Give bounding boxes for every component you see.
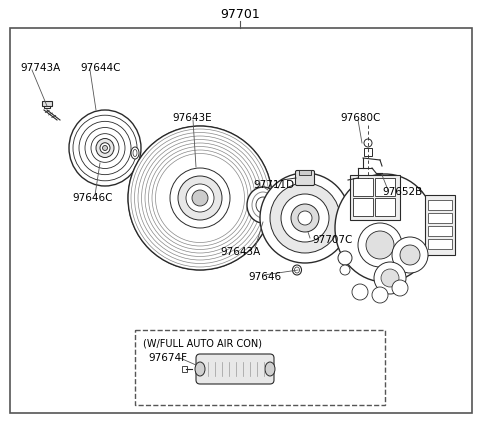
Circle shape bbox=[260, 173, 350, 263]
FancyBboxPatch shape bbox=[196, 354, 274, 384]
Ellipse shape bbox=[274, 191, 294, 213]
Text: 97674F: 97674F bbox=[148, 353, 187, 363]
Ellipse shape bbox=[278, 195, 290, 209]
Ellipse shape bbox=[100, 143, 110, 153]
Circle shape bbox=[366, 231, 394, 259]
Text: 97711D: 97711D bbox=[253, 180, 294, 190]
Circle shape bbox=[170, 168, 230, 228]
Ellipse shape bbox=[96, 139, 114, 157]
FancyBboxPatch shape bbox=[296, 170, 314, 186]
Ellipse shape bbox=[292, 265, 301, 275]
Circle shape bbox=[400, 245, 420, 265]
Bar bbox=[375, 178, 395, 196]
Bar bbox=[42, 101, 52, 106]
Text: 97646: 97646 bbox=[248, 272, 281, 282]
Text: 97644C: 97644C bbox=[80, 63, 120, 73]
Ellipse shape bbox=[256, 197, 270, 213]
Bar bbox=[425, 195, 455, 255]
Circle shape bbox=[178, 176, 222, 220]
Ellipse shape bbox=[265, 362, 275, 376]
Circle shape bbox=[352, 284, 368, 300]
Text: 97643A: 97643A bbox=[220, 247, 260, 257]
Text: 97743A: 97743A bbox=[20, 63, 60, 73]
Bar bbox=[182, 366, 187, 372]
Circle shape bbox=[372, 287, 388, 303]
Circle shape bbox=[270, 183, 340, 253]
Bar bbox=[44, 104, 50, 108]
Bar bbox=[299, 170, 311, 175]
Text: 97680C: 97680C bbox=[340, 113, 380, 123]
Circle shape bbox=[338, 251, 352, 265]
Ellipse shape bbox=[103, 145, 108, 151]
Text: 97701: 97701 bbox=[220, 8, 260, 20]
Bar bbox=[428, 239, 452, 249]
Bar bbox=[428, 213, 452, 223]
Ellipse shape bbox=[131, 147, 139, 159]
Circle shape bbox=[128, 126, 272, 270]
Text: (W/FULL AUTO AIR CON): (W/FULL AUTO AIR CON) bbox=[143, 338, 262, 348]
Text: 97646C: 97646C bbox=[72, 193, 112, 203]
Bar bbox=[353, 178, 373, 196]
Circle shape bbox=[298, 211, 312, 225]
Circle shape bbox=[291, 204, 319, 232]
Ellipse shape bbox=[247, 187, 279, 223]
Circle shape bbox=[392, 237, 428, 273]
Bar bbox=[364, 148, 372, 156]
Ellipse shape bbox=[335, 174, 435, 282]
Circle shape bbox=[381, 269, 399, 287]
Circle shape bbox=[186, 184, 214, 212]
Bar bbox=[353, 198, 373, 216]
Circle shape bbox=[364, 139, 372, 147]
Circle shape bbox=[192, 190, 208, 206]
Circle shape bbox=[374, 262, 406, 294]
Text: 97707C: 97707C bbox=[312, 235, 352, 245]
Ellipse shape bbox=[195, 362, 205, 376]
Circle shape bbox=[281, 194, 329, 242]
Circle shape bbox=[358, 223, 402, 267]
Ellipse shape bbox=[69, 110, 141, 186]
Text: 97643E: 97643E bbox=[172, 113, 212, 123]
Bar bbox=[428, 226, 452, 236]
Bar bbox=[350, 175, 400, 220]
Bar bbox=[428, 200, 452, 210]
Circle shape bbox=[392, 280, 408, 296]
Circle shape bbox=[340, 265, 350, 275]
Bar bbox=[135, 330, 385, 405]
Text: 97652B: 97652B bbox=[382, 187, 422, 197]
Bar bbox=[375, 198, 395, 216]
